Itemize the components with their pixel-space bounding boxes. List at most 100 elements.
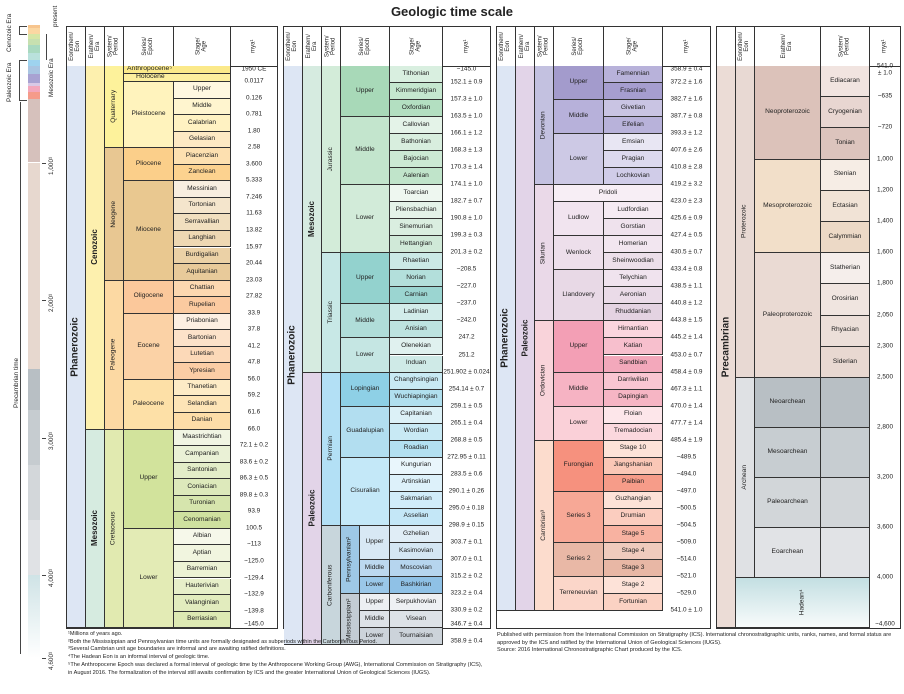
stage-cell[interactable]: Drumian bbox=[604, 508, 663, 526]
series-cell[interactable]: Series 2 bbox=[554, 542, 604, 577]
stage-cell[interactable]: Cenomanian bbox=[174, 512, 231, 529]
stage-cell[interactable]: Asselian bbox=[390, 508, 443, 526]
era-cell[interactable]: Paleozoic bbox=[516, 66, 535, 611]
stage-cell[interactable]: Zanclean bbox=[174, 164, 231, 182]
eon-cell[interactable]: Phanerozoic bbox=[67, 66, 86, 629]
series-cell[interactable]: Lower bbox=[124, 528, 174, 629]
stage-cell[interactable]: Selandian bbox=[174, 396, 231, 413]
period-cell[interactable]: Cryogenian bbox=[821, 97, 870, 129]
series-cell[interactable]: Lower bbox=[360, 576, 390, 594]
system-cell[interactable]: Jurassic bbox=[322, 66, 341, 254]
eon-cell[interactable]: Phanerozoic bbox=[497, 66, 516, 611]
stage-cell[interactable]: Calabrian bbox=[174, 115, 231, 132]
system-cell[interactable]: Devonian bbox=[535, 66, 554, 186]
system-cell[interactable]: Cambrian³ bbox=[535, 440, 554, 611]
stage-cell[interactable]: Stage 3 bbox=[604, 559, 663, 577]
stage-cell[interactable]: Middle bbox=[174, 98, 231, 116]
stage-cell[interactable]: Givetian bbox=[604, 100, 663, 118]
stage-cell[interactable]: Chattian bbox=[174, 280, 231, 298]
stage-cell[interactable]: Kungurian bbox=[390, 457, 443, 475]
series-cell[interactable]: Upper bbox=[341, 66, 390, 118]
system-cell[interactable]: Cretaceous bbox=[105, 429, 124, 629]
stage-cell[interactable]: Telychian bbox=[604, 270, 663, 288]
stage-cell[interactable]: Gorstian bbox=[604, 219, 663, 237]
stage-cell[interactable]: Visean bbox=[390, 610, 443, 628]
series-cell[interactable]: Upper bbox=[124, 429, 174, 529]
stage-cell[interactable]: Guzhangian bbox=[604, 491, 663, 509]
series-cell[interactable]: Paleocene bbox=[124, 379, 174, 430]
series-cell[interactable]: Middle bbox=[554, 372, 604, 407]
stage-cell[interactable]: Olenekian bbox=[390, 338, 443, 356]
series-cell[interactable]: Upper bbox=[341, 253, 390, 305]
stage-cell[interactable]: Emsian bbox=[604, 134, 663, 152]
series-cell[interactable]: Middle bbox=[341, 117, 390, 186]
stage-cell[interactable]: Thanetian bbox=[174, 379, 231, 397]
stage-cell[interactable]: Stage 4 bbox=[604, 542, 663, 560]
stage-cell[interactable]: Dapingian bbox=[604, 389, 663, 407]
series-cell[interactable]: Middle bbox=[341, 304, 390, 339]
stage-cell[interactable]: Gelasian bbox=[174, 131, 231, 149]
stage-cell[interactable]: Rhuddanian bbox=[604, 304, 663, 322]
stage-cell[interactable]: Tremadocian bbox=[604, 423, 663, 441]
series-cell[interactable]: Series 3 bbox=[554, 491, 604, 543]
stage-cell[interactable]: Serpukhovian bbox=[390, 593, 443, 611]
stage-cell[interactable]: Sandbian bbox=[604, 355, 663, 373]
stage-cell[interactable]: Anisian bbox=[390, 321, 443, 339]
stage-cell[interactable]: Jiangshanian bbox=[604, 457, 663, 475]
stage-cell[interactable]: Gzhelian bbox=[390, 525, 443, 543]
stage-cell[interactable]: Homerian bbox=[604, 236, 663, 254]
stage-cell[interactable]: Aalenian bbox=[390, 168, 443, 186]
period-cell[interactable]: Tonian bbox=[821, 128, 870, 160]
period-cell[interactable]: Ediacaran bbox=[821, 66, 870, 98]
series-cell[interactable]: Furongian bbox=[554, 440, 604, 492]
stage-cell[interactable]: Tournaisian bbox=[390, 627, 443, 645]
eon-cell[interactable]: Precambrian bbox=[717, 66, 736, 628]
stage-cell[interactable]: Valanginian bbox=[174, 595, 231, 612]
series-cell[interactable]: Upper bbox=[360, 593, 390, 611]
stage-cell[interactable]: Roadian bbox=[390, 440, 443, 458]
stage-cell[interactable]: Kimmeridgian bbox=[390, 83, 443, 101]
era-cell[interactable]: Paleozoic bbox=[303, 372, 322, 645]
stage-cell[interactable]: Burdigalian bbox=[174, 247, 231, 265]
stage-cell[interactable]: Norian bbox=[390, 270, 443, 288]
period-cell[interactable]: Ectasian bbox=[821, 190, 870, 222]
stage-cell[interactable]: Ypresian bbox=[174, 363, 231, 380]
stage-cell[interactable]: Rupelian bbox=[174, 297, 231, 314]
series-cell[interactable]: Upper bbox=[554, 66, 604, 101]
eon2-cell[interactable]: Archean bbox=[736, 378, 755, 578]
stage-cell[interactable]: Sakmarian bbox=[390, 491, 443, 509]
stage-cell[interactable]: Lutetian bbox=[174, 346, 231, 364]
stage-cell[interactable]: Oxfordian bbox=[390, 100, 443, 118]
stage-cell[interactable]: Ladinian bbox=[390, 304, 443, 322]
series-cell[interactable]: Lower bbox=[554, 406, 604, 441]
stage-cell[interactable]: Aeronian bbox=[604, 287, 663, 305]
stage-cell[interactable]: Capitanian bbox=[390, 406, 443, 424]
stage-cell[interactable]: Berriasian bbox=[174, 611, 231, 629]
series-cell[interactable]: Llandovery bbox=[554, 270, 604, 322]
stage-cell[interactable]: Fortunian bbox=[604, 593, 663, 611]
stage-cell[interactable]: Turonian bbox=[174, 495, 231, 513]
stage-cell[interactable]: Hirnantian bbox=[604, 321, 663, 339]
series-cell[interactable]: Guadalupian bbox=[341, 406, 390, 458]
system-cell[interactable]: Quaternary bbox=[105, 66, 124, 149]
stage-cell[interactable]: Famennian bbox=[604, 66, 663, 84]
series-cell[interactable]: Miocene bbox=[124, 181, 174, 281]
system-cell[interactable]: Carboniferous bbox=[322, 525, 341, 645]
stage-cell[interactable]: Campanian bbox=[174, 446, 231, 463]
stage-cell[interactable]: Toarcian bbox=[390, 185, 443, 203]
stage-cell[interactable]: Paibian bbox=[604, 474, 663, 492]
series-cell[interactable]: Upper bbox=[360, 525, 390, 560]
era-cell[interactable]: Mesoarchean bbox=[755, 428, 821, 478]
series-cell[interactable]: Lopingian bbox=[341, 372, 390, 407]
stage-cell[interactable]: Bashkirian bbox=[390, 576, 443, 594]
series-cell[interactable]: Pridoli bbox=[554, 185, 663, 203]
era-cell[interactable]: Mesozoic bbox=[86, 429, 105, 629]
series-cell[interactable]: Ludlow bbox=[554, 202, 604, 237]
stage-cell[interactable]: Langhian bbox=[174, 230, 231, 248]
series-cell[interactable]: Pliocene bbox=[124, 148, 174, 182]
era-cell[interactable]: Eoarchean bbox=[755, 528, 821, 578]
stage-cell[interactable]: Wordian bbox=[390, 423, 443, 441]
stage-cell[interactable]: Sheinwoodian bbox=[604, 253, 663, 271]
stage-cell[interactable]: Bajocian bbox=[390, 151, 443, 169]
stage-cell[interactable]: Stage 10 bbox=[604, 440, 663, 458]
